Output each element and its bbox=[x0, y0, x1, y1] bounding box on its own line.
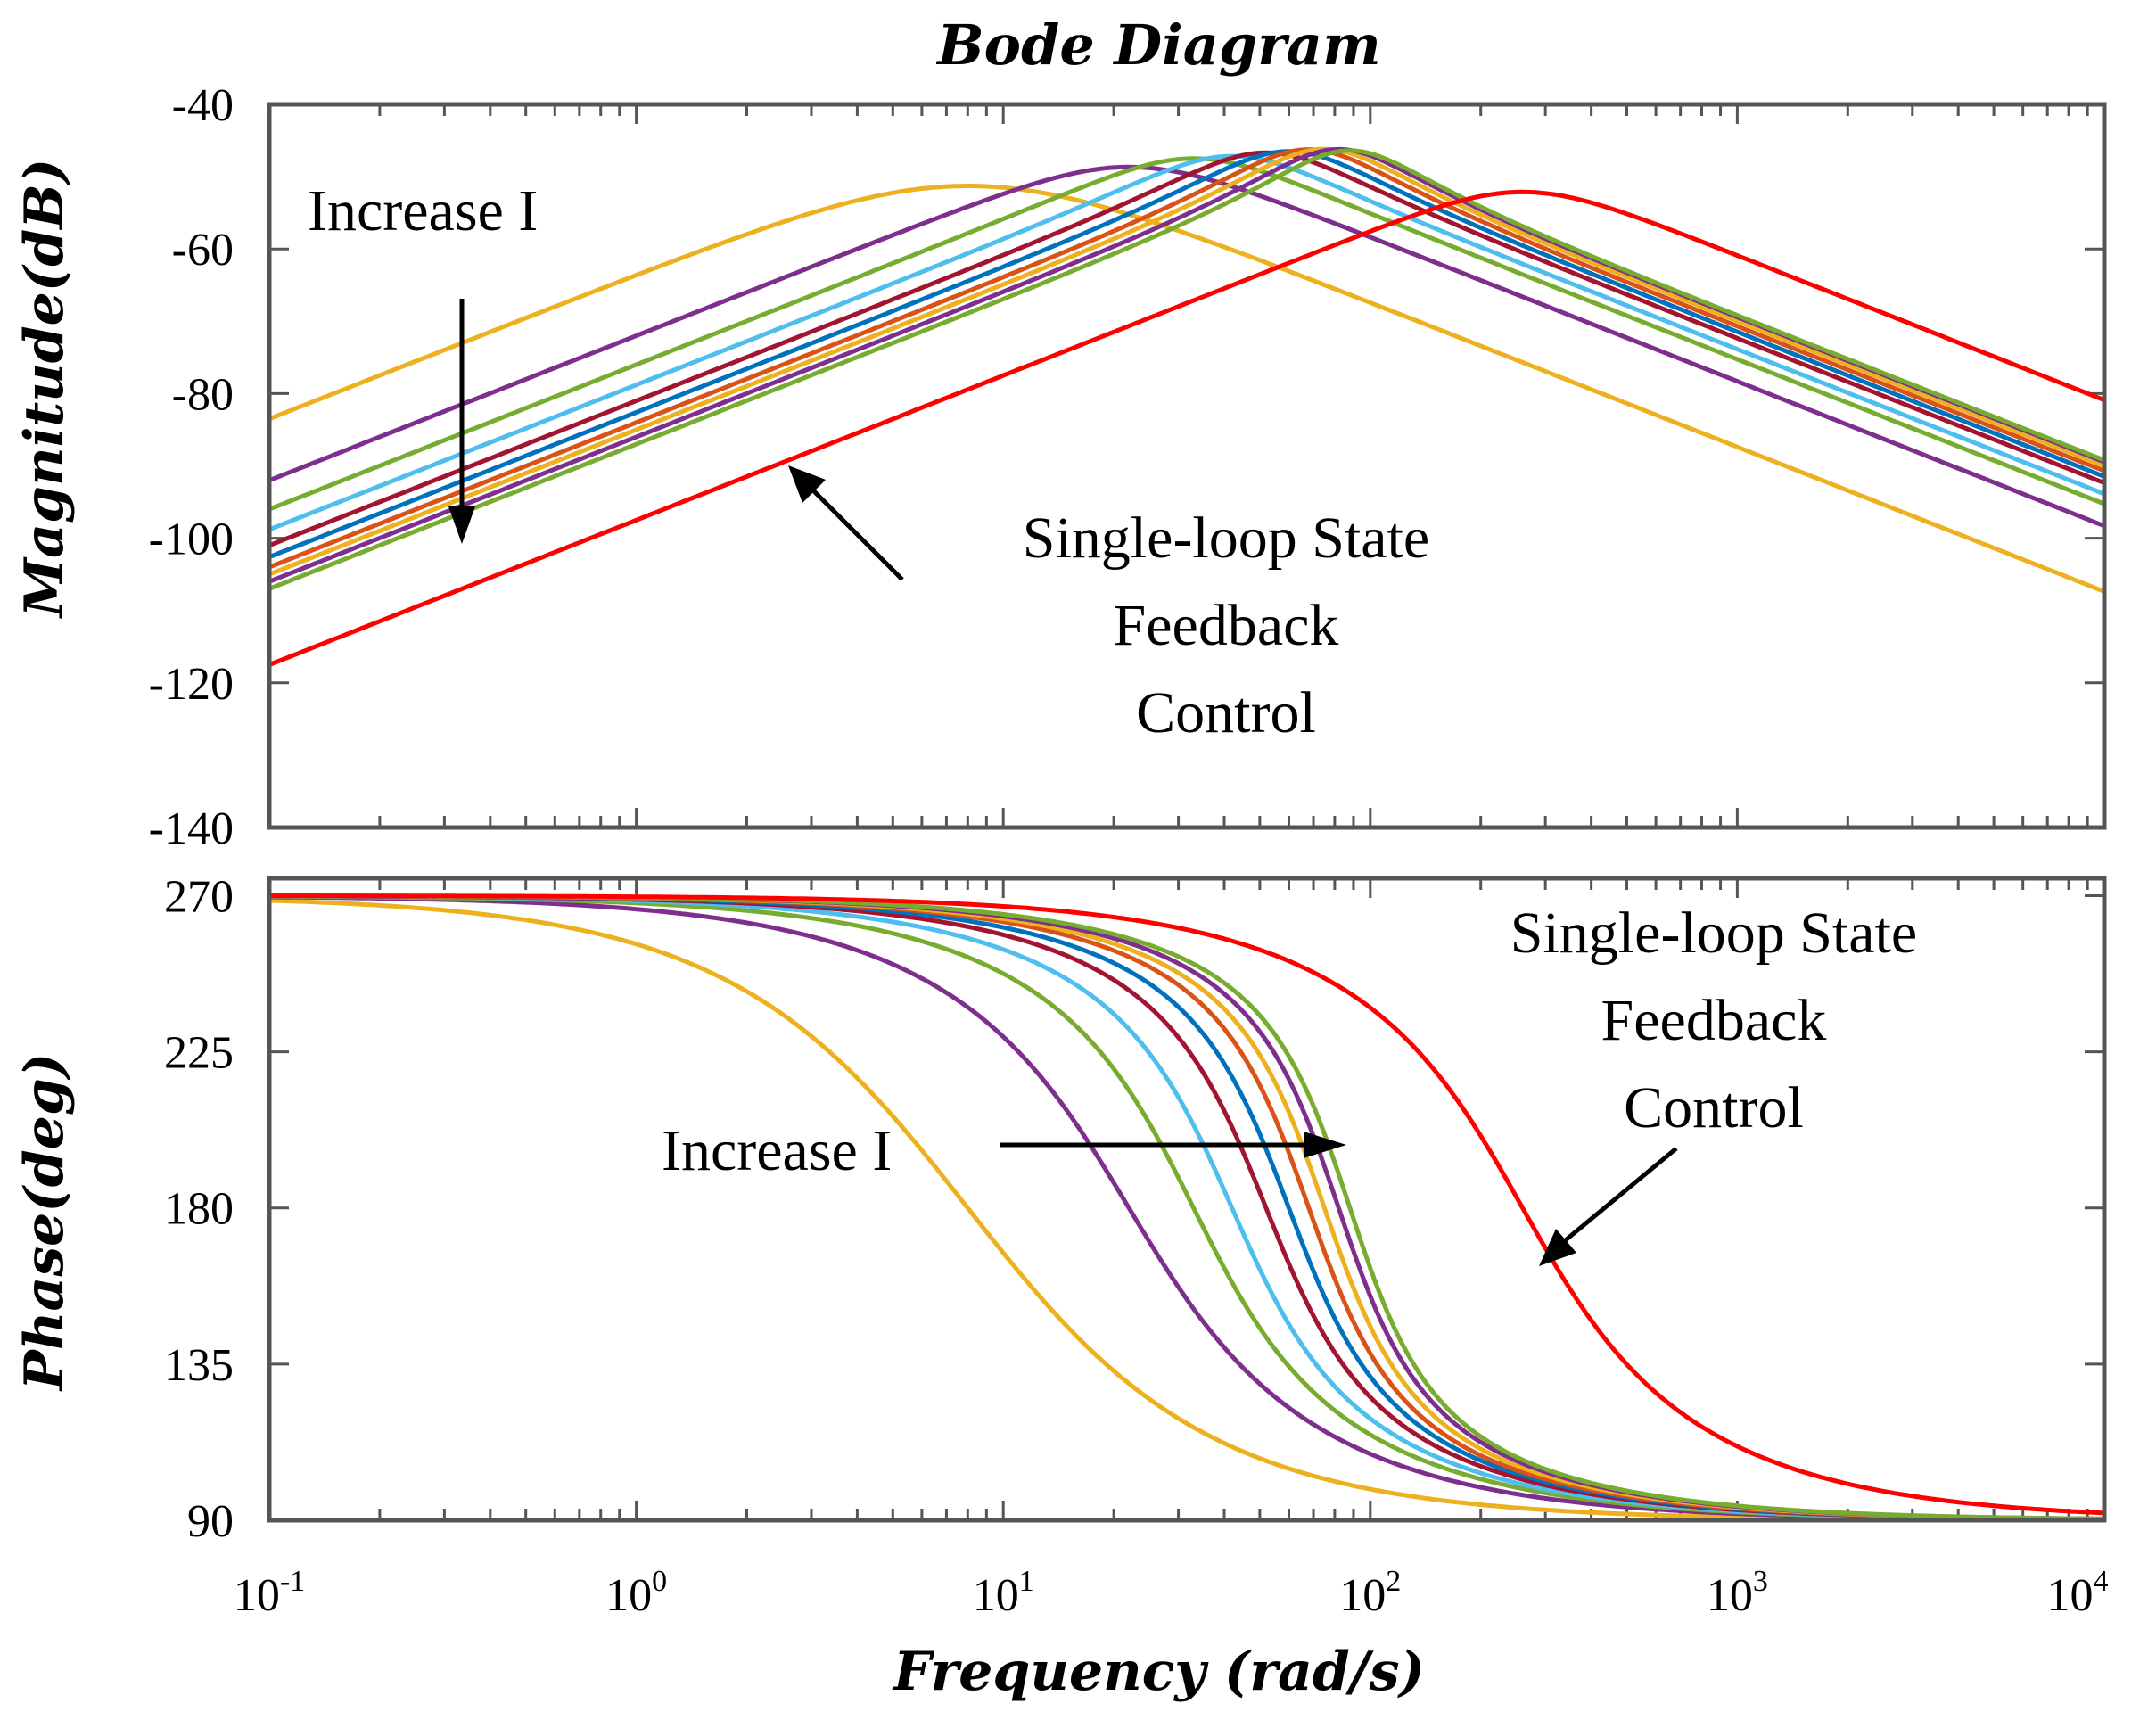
magnitude-series-group bbox=[267, 146, 2107, 667]
x-tick-label: 101 bbox=[973, 1565, 1034, 1621]
magnitude-series-line-5 bbox=[267, 150, 2107, 548]
phase-panel: Phase(deg) 270 225 180 135 90 Increase I Sin… bbox=[13, 871, 2107, 1547]
magnitude-ylabel: Magnitude(dB) bbox=[13, 159, 76, 620]
phase-arrow-single-loop bbox=[1560, 1147, 1678, 1245]
magnitude-y-tick-label: -80 bbox=[172, 369, 234, 420]
phase-series-line-11 bbox=[267, 893, 2107, 1516]
magnitude-series-line-7 bbox=[267, 147, 2107, 570]
phase-y-tick-label: 135 bbox=[164, 1340, 234, 1391]
magnitude-y-tick-label: -60 bbox=[172, 225, 234, 276]
x-tick-label: 104 bbox=[2047, 1565, 2109, 1621]
x-axis-label: Frequency (rad/s) bbox=[892, 1641, 1425, 1703]
x-tick-labels: 10-1 100 101 102 103 104 bbox=[234, 1565, 2109, 1621]
phase-y-tick-label: 90 bbox=[187, 1496, 234, 1547]
magnitude-annotation-single-loop-line-3: Control bbox=[1136, 680, 1316, 745]
x-tick-label: 100 bbox=[605, 1565, 667, 1621]
phase-series-group bbox=[267, 893, 2107, 1523]
phase-y-ticks: 270 225 180 135 90 bbox=[164, 871, 2104, 1547]
magnitude-series-line-8 bbox=[267, 146, 2107, 577]
magnitude-series-line-11 bbox=[267, 189, 2107, 667]
phase-y-tick-label: 225 bbox=[164, 1028, 234, 1079]
phase-arrowhead-increase-i bbox=[1304, 1132, 1346, 1158]
phase-arrowhead-single-loop bbox=[1539, 1229, 1576, 1266]
phase-y-tick-label: 270 bbox=[164, 871, 234, 922]
magnitude-arrowhead-increase-i bbox=[448, 506, 475, 544]
phase-frame bbox=[267, 876, 2107, 1523]
magnitude-series-line-4 bbox=[267, 153, 2107, 532]
magnitude-annotation-single-loop-line-1: Single-loop State bbox=[1023, 506, 1429, 571]
magnitude-y-tick-label: -100 bbox=[149, 514, 234, 565]
chart-title: Bode Diagram bbox=[935, 12, 1380, 78]
phase-annotation-single-loop-line-2: Feedback bbox=[1601, 988, 1827, 1053]
phase-annotation-single-loop-line-3: Control bbox=[1624, 1075, 1804, 1140]
magnitude-series-line-6 bbox=[267, 149, 2107, 560]
x-tick-label: 103 bbox=[1707, 1565, 1768, 1621]
magnitude-y-ticks: -40 -60 -80 -100 -120 -140 bbox=[149, 80, 2104, 854]
x-tick-label: 10-1 bbox=[234, 1565, 305, 1621]
magnitude-y-tick-label: -120 bbox=[149, 659, 234, 710]
phase-y-tick-label: 180 bbox=[164, 1184, 234, 1235]
phase-annotation-increase-i: Increase I bbox=[662, 1118, 892, 1183]
magnitude-annotation-increase-i: Increase I bbox=[308, 178, 538, 243]
phase-annotation-single-loop-line-1: Single-loop State bbox=[1510, 901, 1917, 966]
magnitude-series-line-10 bbox=[267, 148, 2107, 591]
magnitude-series-line-3 bbox=[267, 156, 2107, 512]
magnitude-y-tick-label: -140 bbox=[149, 803, 234, 854]
magnitude-arrow-single-loop bbox=[810, 487, 904, 581]
magnitude-series-line-1 bbox=[267, 184, 2107, 594]
magnitude-panel: Magnitude(dB) -40 -60 -80 -100 -120 -140 Incr… bbox=[13, 80, 2107, 854]
magnitude-annotation-single-loop-line-2: Feedback bbox=[1114, 593, 1339, 658]
x-tick-label: 102 bbox=[1339, 1565, 1401, 1621]
phase-ylabel: Phase(deg) bbox=[13, 1053, 76, 1392]
magnitude-arrowhead-single-loop bbox=[788, 465, 826, 503]
magnitude-y-tick-label: -40 bbox=[172, 80, 234, 131]
magnitude-frame bbox=[267, 102, 2107, 830]
